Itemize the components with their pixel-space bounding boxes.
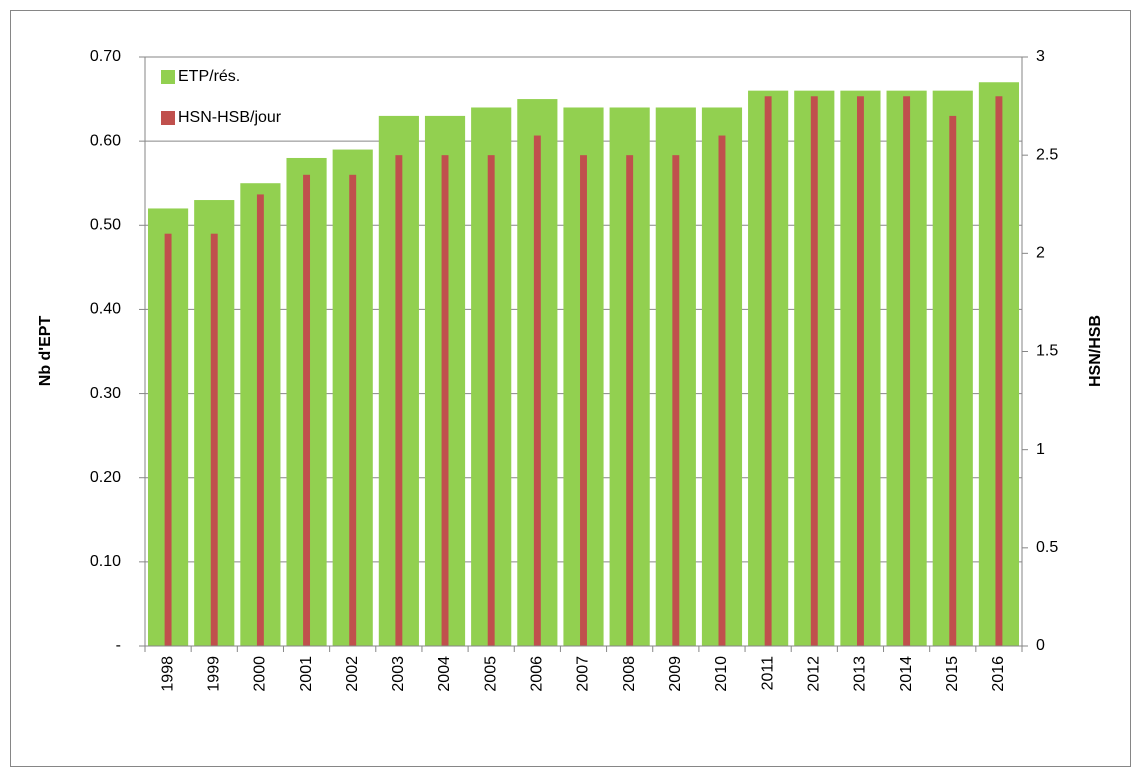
y2-tick-label: 2	[1036, 245, 1045, 262]
y-tick-label: 0.60	[90, 132, 121, 149]
x-tick-label: 2015	[944, 656, 961, 692]
x-tick-label: 2008	[621, 656, 638, 692]
bar	[441, 155, 449, 646]
bar	[718, 135, 726, 647]
y2-tick-label: 0.5	[1036, 539, 1058, 556]
bar	[395, 155, 403, 646]
legend-swatch	[161, 70, 175, 84]
bar	[303, 174, 311, 647]
y2-axis-title: HSN/HSB	[1087, 315, 1104, 387]
x-tick-label: 2000	[252, 656, 269, 692]
x-tick-label: 2011	[759, 656, 776, 691]
y2-tick-label: 0	[1036, 637, 1045, 654]
x-tick-label: 2004	[436, 656, 453, 692]
bar	[810, 96, 818, 647]
y2-tick-label: 3	[1036, 48, 1045, 65]
bar	[856, 96, 864, 647]
y-tick-label: 0.70	[90, 48, 121, 65]
x-tick-label: 2002	[344, 656, 361, 692]
x-tick-label: 2012	[806, 656, 823, 692]
y-tick-label: 0.10	[90, 553, 121, 570]
legend-label: HSN-HSB/jour	[178, 109, 282, 126]
y-tick-label: 0.40	[90, 301, 121, 318]
x-tick-label: 2007	[575, 656, 592, 692]
x-tick-label: 2001	[298, 656, 315, 692]
bar	[487, 155, 495, 646]
x-tick-label: 2005	[482, 656, 499, 692]
bar	[764, 96, 772, 647]
y2-tick-label: 1.5	[1036, 343, 1058, 360]
bar	[672, 155, 680, 646]
bar	[533, 135, 541, 647]
y-tick-label: 0.50	[90, 217, 121, 234]
bar	[349, 174, 357, 647]
bar	[903, 96, 911, 647]
x-tick-label: 2013	[852, 656, 869, 692]
bar	[580, 155, 587, 646]
y2-tick-label: 2.5	[1036, 146, 1058, 163]
x-tick-label: 2003	[390, 656, 407, 692]
legend-swatch	[161, 111, 175, 125]
x-tick-label: 2016	[990, 656, 1007, 692]
y-axis-title: Nb d'EPT	[37, 316, 54, 387]
x-tick-label: 1998	[159, 656, 176, 692]
bar	[256, 194, 264, 646]
legend-label: ETP/rés.	[178, 68, 240, 85]
bar	[210, 233, 218, 646]
x-tick-label: 2009	[667, 656, 684, 692]
bar	[164, 233, 172, 646]
y-tick-label: 0.20	[90, 469, 121, 486]
y-tick-label: 0.30	[90, 385, 121, 402]
bar	[949, 115, 957, 646]
x-tick-label: 2010	[713, 656, 730, 692]
x-tick-label: 2014	[898, 656, 915, 692]
bar	[626, 155, 634, 646]
y2-tick-label: 1	[1036, 441, 1045, 458]
x-tick-label: 2006	[529, 656, 546, 692]
y-tick-label: -	[116, 637, 121, 654]
x-tick-label: 1999	[205, 656, 222, 692]
bar	[995, 96, 1003, 647]
